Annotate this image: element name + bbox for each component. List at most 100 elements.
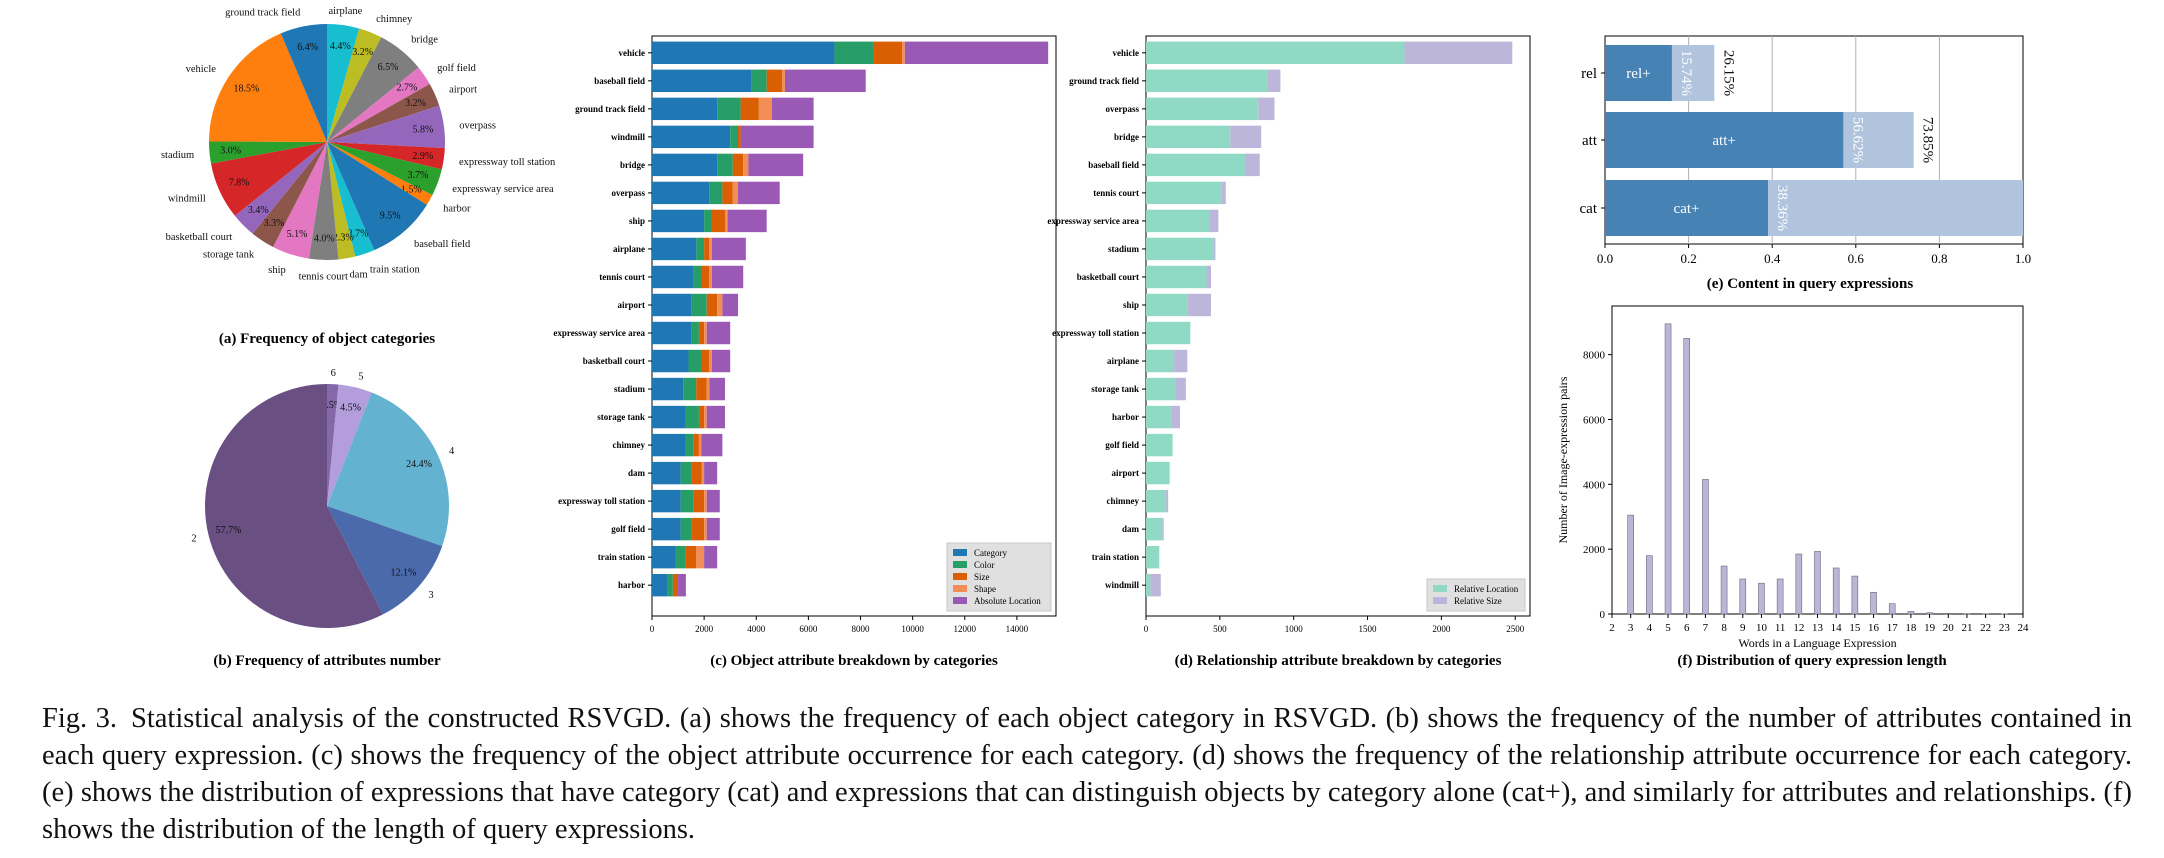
x-tick-label: 18 — [1905, 622, 1917, 634]
pie-category-label: train station — [370, 264, 421, 275]
bar-segment-category — [652, 97, 718, 121]
x-tick-label: 12000 — [954, 624, 977, 634]
bar-segment-shape — [696, 545, 705, 569]
bar-inner-label: cat+ — [1674, 201, 1700, 217]
y-tick-label: basketball court — [1077, 272, 1139, 282]
bar-segment-category — [652, 69, 752, 93]
x-tick-label: 19 — [1924, 622, 1936, 634]
bar-segment-absolute-location — [748, 153, 804, 177]
pie-category-label: storage tank — [203, 250, 255, 261]
bar-segment-size — [685, 545, 697, 569]
length-bar — [1907, 611, 1915, 615]
bar-segment-shape — [698, 433, 702, 457]
length-bar — [1870, 591, 1877, 615]
x-tick-label: 11 — [1775, 622, 1786, 634]
bar-segment-category — [652, 517, 681, 541]
bar-segment-size — [740, 97, 759, 121]
bar-segment-color — [685, 433, 694, 457]
length-bar — [1664, 323, 1672, 615]
pie-pct-label: 1.5% — [401, 185, 422, 196]
bar-segment-relative-location — [1146, 41, 1405, 65]
bar-segment-color — [685, 405, 699, 429]
bar-segment-color — [691, 321, 699, 345]
pie-slice-bridge — [327, 37, 419, 143]
bar-segment-relative-location — [1146, 461, 1170, 485]
legend-box — [1426, 578, 1526, 612]
bar-segment-shape — [724, 209, 728, 233]
pie-pct-label: 3.3% — [264, 218, 285, 229]
pie-pct-label: 12.1% — [391, 567, 417, 578]
y-tick-label: baseball field — [594, 76, 645, 86]
pie-category-label: overpass — [459, 121, 496, 132]
pie-category-label: dam — [350, 269, 368, 280]
bar-segment-category — [652, 209, 705, 233]
bar-segment-relative-location — [1146, 405, 1172, 429]
bar-segment-absolute-location — [711, 265, 744, 289]
pie-slice-expressway-service-area — [327, 142, 442, 196]
figure-panels: 4.4% airplane 3.2% chimney 6.5% bridge 2.7% gol… — [161, 6, 2031, 669]
pie-category-label: 4 — [449, 446, 455, 457]
bar-segment-relative-size — [1206, 265, 1211, 289]
pie-slice-2 — [205, 384, 383, 628]
bar-segment-relative-size — [1174, 349, 1188, 373]
x-tick-label: 16 — [1868, 622, 1880, 634]
y-tick-label: expressway toll station — [558, 496, 645, 506]
y-tick-label: ground track field — [1069, 76, 1139, 86]
bar-segment-shape — [701, 461, 705, 485]
panel-caption: (f) Distribution of query expression len… — [1677, 653, 1947, 669]
length-bar — [1702, 479, 1709, 615]
y-tick-label: storage tank — [597, 412, 645, 422]
bar-segment-color — [683, 377, 697, 401]
x-tick-label: 6 — [1684, 622, 1690, 634]
bar-segment-shape — [704, 405, 707, 429]
bar-segment-size — [701, 349, 710, 373]
y-tick-label: bridge — [620, 160, 645, 170]
x-tick-label: 23 — [1999, 622, 2011, 634]
pie-slice-storage-tank — [252, 142, 327, 247]
pie-category-label: harbor — [443, 204, 471, 215]
bar-segment-relative-size — [1150, 573, 1161, 597]
pie-slice-tennis-court — [308, 142, 339, 260]
length-bar — [1851, 575, 1859, 615]
bar-segment-color — [730, 125, 739, 149]
pie-slice-airplane — [327, 24, 360, 142]
bar-segment-relative-size — [1404, 41, 1513, 65]
pie-slice-expressway-toll-station — [327, 142, 445, 170]
x-tick-label: 0.0 — [1597, 251, 1613, 266]
bar-segment-color — [751, 69, 767, 93]
y-tick-label: airport — [1112, 468, 1140, 478]
bar-segment-relative-location — [1146, 97, 1259, 121]
bar-segment-shape — [709, 349, 712, 373]
pie-category-label: 2 — [191, 534, 196, 545]
x-tick-label: 2 — [1609, 622, 1615, 634]
y-tick-label: cat — [1580, 201, 1598, 217]
pie-slice-ship — [273, 142, 327, 259]
x-tick-label: 17 — [1887, 622, 1899, 634]
x-tick-label: 3 — [1628, 622, 1634, 634]
y-tick-label: dam — [628, 468, 646, 478]
y-tick-label: train station — [598, 552, 645, 562]
bar-segment-shape — [902, 41, 905, 65]
bar-segment-size — [693, 433, 699, 457]
pie-pct-label: 3.4% — [248, 205, 269, 216]
bar-segment-absolute-location — [706, 405, 725, 429]
x-tick-label: 22 — [1980, 622, 1991, 634]
bar-segment-relative-location — [1146, 349, 1175, 373]
bar-segment-relative-size — [1230, 125, 1262, 149]
x-tick-label: 0.6 — [1848, 251, 1865, 266]
pie-slice-5 — [327, 384, 372, 506]
x-tick-label: 2500 — [1506, 624, 1525, 634]
x-tick-label: 10 — [1756, 622, 1768, 634]
bar-segment-absolute-location — [722, 293, 739, 317]
bar-segment-relative-location — [1146, 517, 1163, 541]
pie-slice-6 — [327, 384, 339, 506]
x-tick-label: 0.4 — [1764, 251, 1781, 266]
x-tick-label: 5 — [1665, 622, 1671, 634]
bar-segment-shape — [704, 517, 707, 541]
length-bar — [1646, 555, 1653, 615]
bar-segment-shape — [704, 489, 707, 513]
pie-category-label: stadium — [161, 150, 194, 161]
bar-segment-size — [738, 125, 741, 149]
bar-rotated-pct: 15.74% — [1678, 50, 1694, 96]
panel-caption: (a) Frequency of object categories — [219, 331, 435, 347]
